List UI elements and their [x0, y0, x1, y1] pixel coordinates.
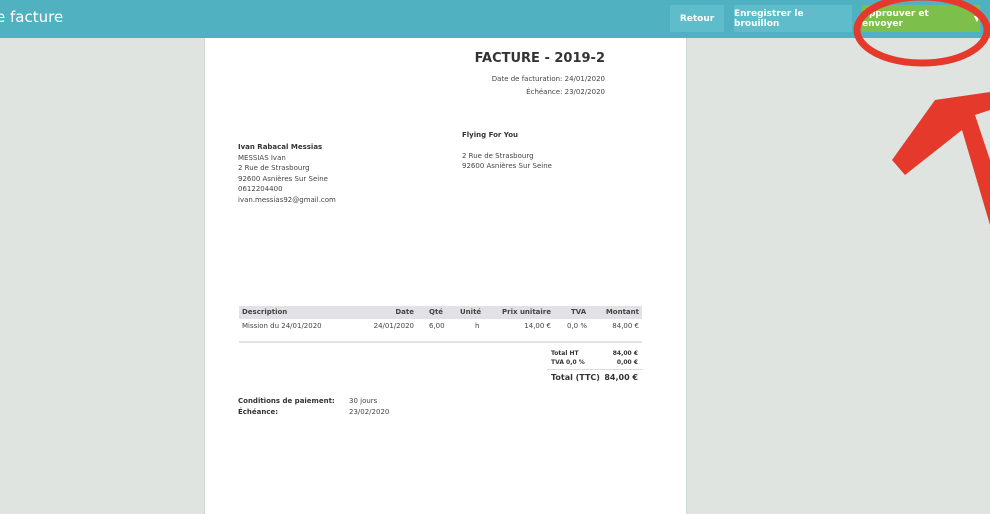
cell-date: 24/01/2020 [373, 322, 414, 330]
sender-block: Ivan Rabacal Messias MESSIAS Ivan 2 Rue … [238, 142, 336, 205]
total-ht: 84,00 € [612, 350, 638, 357]
tva-total: 0,00 € [616, 359, 638, 366]
invoice-date: Date de facturation: 24/01/2020 [491, 75, 605, 83]
sender-name: Ivan Rabacal Messias [238, 143, 323, 151]
cell-description: Mission du 24/01/2020 [242, 322, 322, 330]
col-qty: Qté [429, 308, 444, 316]
col-date: Date [395, 308, 414, 316]
col-amount: Montant [605, 308, 639, 316]
sender-line: 2 Rue de Strasbourg [238, 164, 310, 172]
invoice-title: FACTURE - 2019-2 [474, 51, 605, 66]
payment-due-label: Échéance: [238, 408, 279, 416]
caret-down-icon[interactable]: ▼ [973, 14, 980, 23]
col-unit-price: Prix unitaire [502, 308, 551, 316]
col-description: Description [242, 308, 288, 316]
top-bar: e facture Retour Enregistrer le brouillo… [0, 0, 990, 38]
col-unit: Unité [460, 308, 482, 316]
approve-label: Approuver et envoyer [862, 8, 929, 29]
approve-send-button[interactable]: Approuver et envoyer ▼ [862, 5, 980, 32]
save-draft-button[interactable]: Enregistrer le brouillon [734, 5, 852, 32]
recipient-name: Flying For You [462, 131, 518, 139]
tva-label: TVA 0,0 % [551, 359, 585, 366]
recipient-line: 2 Rue de Strasbourg [462, 151, 534, 160]
total-ht-label: Total HT [551, 350, 579, 357]
invoice-document: FACTURE - 2019-2 Date de facturation: 24… [204, 38, 687, 514]
table-row: Mission du 24/01/2020 24/01/2020 6,00 h … [239, 320, 642, 333]
totals-divider [547, 369, 643, 370]
col-tva: TVA [571, 308, 587, 316]
recipient-block: Flying For You 2 Rue de Strasbourg 92600… [462, 130, 552, 172]
table-header: Description Date Qté Unité Prix unitaire… [239, 306, 642, 319]
back-button[interactable]: Retour [670, 5, 724, 32]
arrow-icon [892, 92, 990, 225]
table-divider [239, 341, 642, 343]
sender-line: 0612204400 [238, 185, 283, 193]
cell-tva: 0,0 % [567, 322, 588, 330]
cell-qty: 6,00 [429, 322, 445, 330]
payment-conditions: 30 jours [349, 397, 378, 405]
cell-unit: h [475, 322, 480, 330]
total-ttc-label: Total (TTC) [551, 373, 600, 382]
sender-line: 92600 Asnières Sur Seine [238, 174, 328, 183]
total-ttc: 84,00 € [604, 373, 638, 382]
cell-amount: 84,00 € [612, 322, 639, 330]
cell-unit-price: 14,00 € [524, 322, 551, 330]
page-title: e facture [0, 8, 64, 26]
payment-conditions-label: Conditions de paiement: [238, 397, 335, 405]
sender-email: ivan.messias92@gmail.com [238, 195, 336, 204]
payment-due: 23/02/2020 [349, 408, 390, 416]
recipient-line: 92600 Asnières Sur Seine [462, 162, 552, 170]
sender-line: MESSIAS Ivan [238, 153, 286, 162]
due-date: Échéance: 23/02/2020 [526, 88, 605, 96]
